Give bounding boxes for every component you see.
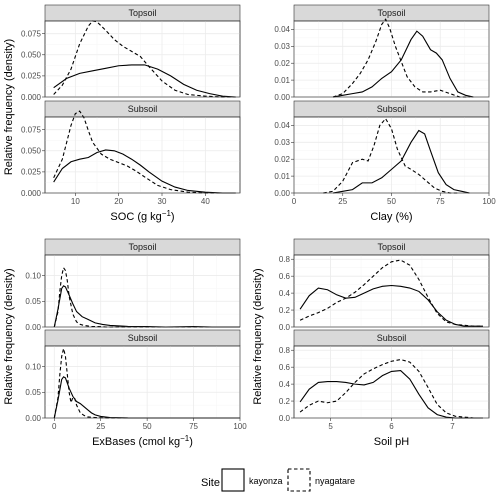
x-tick-label: 7 bbox=[450, 422, 455, 431]
y-tick-label: 0.04 bbox=[274, 121, 290, 130]
density-curve-kayonza bbox=[53, 64, 236, 98]
y-tick-label: 0.04 bbox=[274, 25, 290, 34]
y-tick-label: 0.0 bbox=[279, 323, 291, 332]
y-tick-label: 0.00 bbox=[25, 414, 41, 423]
y-tick-label: 0.075 bbox=[21, 125, 42, 134]
chart-soil-ph: Topsoil 0.0 0.2 0.4 0.6 0.8 Subsoil 0.0 0.2 0.4 0.… bbox=[252, 238, 490, 448]
legend-title: Site bbox=[201, 477, 220, 489]
panel-background bbox=[44, 116, 241, 194]
legend-label-nyagatare: nyagatare bbox=[315, 476, 355, 486]
y-tick-label: 0.05 bbox=[25, 388, 41, 397]
chart-soc: Topsoil 0.000 0.025 0.050 0.075 Subsoil 0.000 0… bbox=[3, 4, 241, 223]
x-axis-title: SOC (g kg−1) bbox=[110, 209, 174, 223]
density-curve-nyagatare bbox=[332, 18, 470, 98]
x-axis-title: Soil pH bbox=[374, 436, 410, 448]
x-tick-label: 6 bbox=[389, 422, 394, 431]
x-axis-title: ExBases (cmol kg−1) bbox=[92, 434, 193, 448]
y-tick-label: 0.4 bbox=[279, 380, 291, 389]
density-curve-kayonza bbox=[299, 284, 483, 327]
y-tick-label: 0.6 bbox=[279, 363, 291, 372]
y-tick-label: 0.2 bbox=[279, 397, 291, 406]
facet-label: Topsoil bbox=[128, 8, 156, 18]
facet-label: Subsoil bbox=[377, 333, 407, 343]
x-tick-label: 20 bbox=[114, 197, 123, 206]
chart-clay: Topsoil 0.00 0.01 0.02 0.03 0.04 Subsoil 0.00 0.… bbox=[274, 4, 496, 223]
y-tick-label: 0.075 bbox=[21, 29, 42, 38]
y-axis-title: Relative frequency (density) bbox=[252, 268, 264, 404]
panel-background bbox=[44, 345, 241, 419]
legend-key-nyagatare bbox=[287, 468, 311, 492]
x-tick-label: 25 bbox=[338, 197, 347, 206]
legend: Site kayonza nyagatare bbox=[201, 468, 355, 492]
density-curve-nyagatare bbox=[323, 117, 460, 194]
x-tick-label: 10 bbox=[71, 197, 80, 206]
x-tick-label: 50 bbox=[143, 422, 152, 431]
chart-exbases: Topsoil 0.00 0.05 0.10 Subsoil 0.00 0.05 0.10 0 2… bbox=[3, 238, 247, 448]
panel-border bbox=[44, 254, 241, 328]
y-tick-label: 0.10 bbox=[25, 271, 41, 280]
y-tick-label: 0.02 bbox=[274, 59, 290, 68]
x-tick-label: 40 bbox=[201, 197, 210, 206]
facet-label: Subsoil bbox=[128, 333, 158, 343]
x-tick-label: 5 bbox=[328, 422, 333, 431]
x-tick-label: 0 bbox=[52, 422, 57, 431]
facet-label: Topsoil bbox=[377, 8, 405, 18]
density-curve-nyagatare bbox=[299, 358, 483, 419]
y-tick-label: 0.2 bbox=[279, 306, 291, 315]
x-tick-label: 100 bbox=[482, 197, 496, 206]
y-tick-label: 0.00 bbox=[25, 323, 41, 332]
y-axis-title: Relative frequency (density) bbox=[3, 39, 15, 175]
y-tick-label: 0.025 bbox=[21, 168, 42, 177]
y-tick-label: 0.02 bbox=[274, 155, 290, 164]
y-axis-title: Relative frequency (density) bbox=[3, 268, 15, 404]
y-tick-label: 0.00 bbox=[274, 93, 290, 102]
x-tick-label: 0 bbox=[292, 197, 297, 206]
panel-border bbox=[44, 20, 241, 98]
density-curve-nyagatare bbox=[53, 110, 236, 194]
y-tick-label: 0.8 bbox=[279, 346, 291, 355]
density-curve-kayonza bbox=[332, 129, 470, 194]
density-curve-nyagatare bbox=[299, 259, 483, 327]
y-tick-label: 0.050 bbox=[21, 51, 42, 60]
y-tick-label: 0.025 bbox=[21, 72, 42, 81]
density-curve-kayonza bbox=[53, 149, 236, 194]
y-tick-label: 0.05 bbox=[25, 297, 41, 306]
x-tick-label: 75 bbox=[436, 197, 445, 206]
y-tick-label: 0.00 bbox=[274, 189, 290, 198]
y-tick-label: 0.0 bbox=[279, 414, 291, 423]
x-axis-title: Clay (%) bbox=[370, 211, 412, 223]
x-tick-label: 25 bbox=[96, 422, 105, 431]
y-tick-label: 0.050 bbox=[21, 147, 42, 156]
panel-background bbox=[44, 20, 241, 98]
panel-border bbox=[293, 254, 490, 328]
y-tick-label: 0.000 bbox=[21, 189, 42, 198]
x-tick-label: 50 bbox=[387, 197, 396, 206]
y-tick-label: 0.10 bbox=[25, 362, 41, 371]
x-tick-label: 100 bbox=[233, 422, 247, 431]
y-tick-label: 0.01 bbox=[274, 76, 290, 85]
y-tick-label: 0.03 bbox=[274, 138, 290, 147]
facet-label: Topsoil bbox=[128, 242, 156, 252]
y-tick-label: 0.000 bbox=[21, 93, 42, 102]
facet-label: Subsoil bbox=[128, 104, 158, 114]
density-curve-nyagatare bbox=[53, 348, 240, 419]
y-tick-label: 0.01 bbox=[274, 172, 290, 181]
y-tick-label: 0.03 bbox=[274, 42, 290, 51]
density-curve-kayonza bbox=[332, 30, 474, 98]
density-curve-nyagatare bbox=[53, 20, 236, 98]
panel-border bbox=[44, 116, 241, 194]
legend-key-kayonza bbox=[221, 468, 245, 492]
facet-label: Subsoil bbox=[377, 104, 407, 114]
y-tick-label: 0.8 bbox=[279, 255, 291, 264]
legend-label-kayonza: kayonza bbox=[249, 476, 283, 486]
panel-border bbox=[44, 345, 241, 419]
y-tick-label: 0.6 bbox=[279, 272, 291, 281]
x-tick-label: 75 bbox=[189, 422, 198, 431]
facet-label: Topsoil bbox=[377, 242, 405, 252]
panel-border bbox=[293, 20, 490, 98]
x-tick-label: 30 bbox=[158, 197, 167, 206]
y-tick-label: 0.4 bbox=[279, 289, 291, 298]
